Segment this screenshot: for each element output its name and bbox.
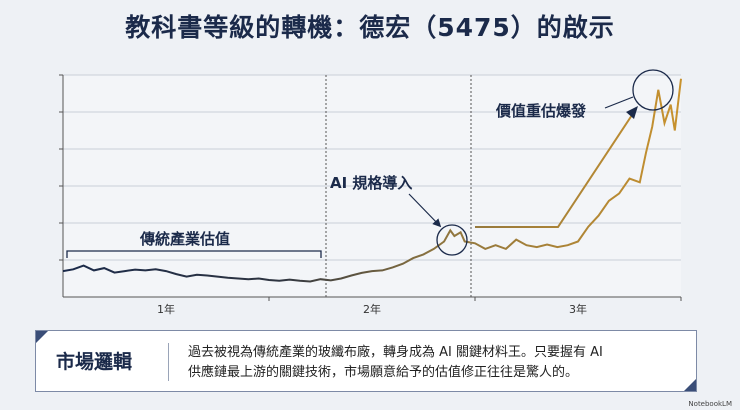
- summary-text: 過去被視為傳統產業的玻纖布廠，轉身成為 AI 關鍵材料王。只要握有 AI 供應鏈…: [188, 343, 688, 383]
- summary-line: 過去被視為傳統產業的玻纖布廠，轉身成為 AI 關鍵材料王。只要握有 AI: [188, 345, 603, 360]
- bracket: [66, 250, 322, 258]
- corner-decoration: [684, 379, 696, 391]
- x-tick-label: 1年: [157, 302, 175, 316]
- summary-line: 供應鏈最上游的關鍵技術，市場願意給予的估值修正往往是驚人的。: [188, 365, 579, 380]
- callout-line: [604, 96, 634, 109]
- summary-label: 市場邏輯: [56, 351, 133, 373]
- x-tick-label: 2年: [363, 302, 381, 316]
- summary-box: 市場邏輯 過去被視為傳統產業的玻纖布廠，轉身成為 AI 關鍵材料王。只要握有 A…: [35, 330, 697, 392]
- page-title: 教科書等級的轉機：德宏（5475）的啟示: [125, 13, 615, 42]
- trend-arrow: [475, 111, 635, 228]
- divider: [168, 343, 169, 381]
- annotation-traditional: 傳統產業估值: [140, 230, 231, 248]
- highlight-circle: [632, 69, 674, 111]
- corner-decoration: [36, 331, 48, 343]
- highlight-circle: [436, 224, 468, 256]
- annotation-revaluation: 價值重估爆發: [496, 102, 587, 120]
- annotation-ai-spec: AI 規格導入: [330, 174, 413, 192]
- arrow: [408, 193, 442, 228]
- arrow-head: [626, 106, 638, 119]
- stock-chart: 1年 2年 3年: [59, 69, 682, 316]
- price-line: [62, 78, 682, 283]
- x-tick-label: 3年: [569, 302, 587, 316]
- brand-watermark: NotebookLM: [688, 400, 732, 408]
